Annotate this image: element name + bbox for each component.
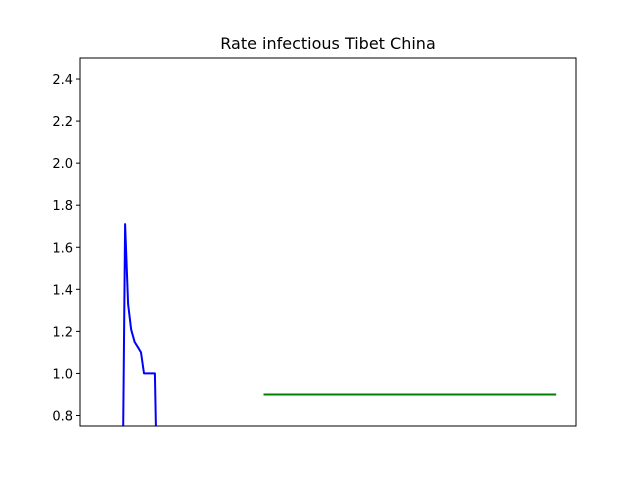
y-tick-label: 1.0 bbox=[52, 367, 73, 382]
y-tick-label: 1.4 bbox=[52, 283, 73, 298]
series-layer bbox=[122, 223, 557, 426]
series-line-1 bbox=[122, 223, 157, 426]
y-axis: 0.8 1.0 1.2 1.4 1.6 1.8 2.0 2.2 2.4 bbox=[52, 73, 80, 424]
y-tick-label: 1.6 bbox=[52, 241, 73, 256]
y-tick-label: 0.8 bbox=[52, 409, 73, 424]
chart-title: Rate infectious Tibet China bbox=[220, 34, 436, 53]
y-tick-label: 1.8 bbox=[52, 199, 73, 214]
y-tick-label: 2.4 bbox=[52, 73, 73, 88]
y-tick-label: 1.2 bbox=[52, 325, 73, 340]
plot-frame bbox=[79, 57, 577, 427]
y-tick-label: 2.2 bbox=[52, 115, 73, 130]
y-tick-label: 2.0 bbox=[52, 157, 73, 172]
